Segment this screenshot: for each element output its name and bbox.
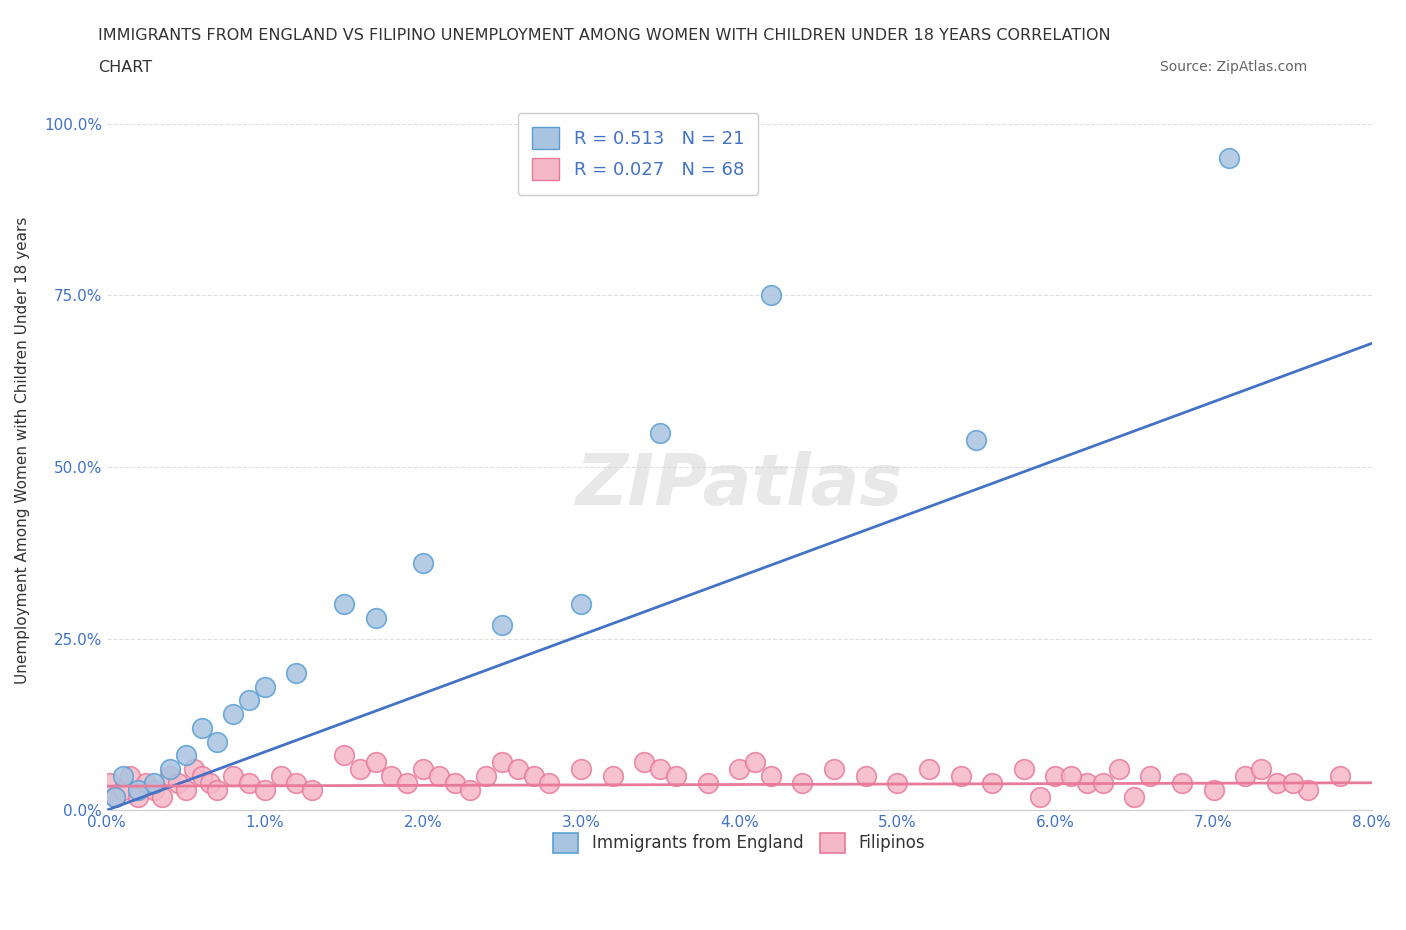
Point	[602, 768, 624, 783]
Point	[886, 776, 908, 790]
Point	[633, 755, 655, 770]
Point	[759, 768, 782, 783]
Point	[127, 789, 149, 804]
Point	[792, 776, 814, 790]
Point	[159, 768, 181, 783]
Point	[1171, 776, 1194, 790]
Point	[569, 762, 592, 777]
Point	[135, 776, 157, 790]
Point	[1202, 782, 1225, 797]
Point	[150, 789, 173, 804]
Point	[506, 762, 529, 777]
Point	[222, 707, 245, 722]
Point	[1028, 789, 1050, 804]
Point	[1329, 768, 1351, 783]
Legend: Immigrants from England, Filipinos: Immigrants from England, Filipinos	[547, 826, 932, 859]
Text: ZIPatlas: ZIPatlas	[575, 451, 903, 521]
Point	[696, 776, 718, 790]
Point	[949, 768, 972, 783]
Point	[427, 768, 450, 783]
Point	[650, 762, 672, 777]
Point	[222, 768, 245, 783]
Point	[285, 666, 308, 681]
Point	[190, 721, 212, 736]
Point	[111, 782, 134, 797]
Point	[127, 782, 149, 797]
Point	[665, 768, 688, 783]
Point	[1012, 762, 1035, 777]
Point	[569, 597, 592, 612]
Point	[1076, 776, 1098, 790]
Point	[1139, 768, 1161, 783]
Point	[159, 762, 181, 777]
Point	[253, 679, 276, 694]
Point	[1298, 782, 1320, 797]
Text: IMMIGRANTS FROM ENGLAND VS FILIPINO UNEMPLOYMENT AMONG WOMEN WITH CHILDREN UNDER: IMMIGRANTS FROM ENGLAND VS FILIPINO UNEM…	[98, 28, 1111, 43]
Point	[190, 768, 212, 783]
Point	[253, 782, 276, 797]
Point	[98, 776, 121, 790]
Point	[728, 762, 751, 777]
Point	[918, 762, 941, 777]
Point	[364, 611, 387, 626]
Point	[1108, 762, 1130, 777]
Point	[167, 776, 190, 790]
Point	[143, 782, 166, 797]
Point	[364, 755, 387, 770]
Point	[412, 555, 434, 570]
Point	[301, 782, 323, 797]
Point	[270, 768, 292, 783]
Point	[759, 288, 782, 303]
Point	[460, 782, 482, 797]
Point	[1091, 776, 1114, 790]
Point	[396, 776, 419, 790]
Point	[198, 776, 221, 790]
Point	[538, 776, 561, 790]
Point	[174, 782, 197, 797]
Point	[491, 755, 513, 770]
Point	[1265, 776, 1288, 790]
Point	[238, 693, 260, 708]
Text: Source: ZipAtlas.com: Source: ZipAtlas.com	[1160, 60, 1308, 74]
Point	[111, 768, 134, 783]
Point	[207, 782, 229, 797]
Point	[491, 618, 513, 632]
Point	[981, 776, 1004, 790]
Point	[104, 789, 127, 804]
Point	[823, 762, 845, 777]
Point	[285, 776, 308, 790]
Point	[523, 768, 546, 783]
Y-axis label: Unemployment Among Women with Children Under 18 years: Unemployment Among Women with Children U…	[15, 216, 30, 684]
Text: CHART: CHART	[98, 60, 152, 75]
Point	[965, 432, 987, 447]
Point	[1060, 768, 1083, 783]
Point	[120, 768, 142, 783]
Point	[104, 789, 127, 804]
Point	[349, 762, 371, 777]
Point	[143, 776, 166, 790]
Point	[1250, 762, 1272, 777]
Point	[744, 755, 766, 770]
Point	[475, 768, 498, 783]
Point	[380, 768, 402, 783]
Point	[207, 734, 229, 749]
Point	[333, 748, 356, 763]
Point	[183, 762, 205, 777]
Point	[333, 597, 356, 612]
Point	[855, 768, 877, 783]
Point	[412, 762, 434, 777]
Point	[174, 748, 197, 763]
Point	[1281, 776, 1303, 790]
Point	[1218, 151, 1240, 166]
Point	[650, 425, 672, 440]
Point	[238, 776, 260, 790]
Point	[1123, 789, 1146, 804]
Point	[1045, 768, 1067, 783]
Point	[443, 776, 465, 790]
Point	[1234, 768, 1257, 783]
